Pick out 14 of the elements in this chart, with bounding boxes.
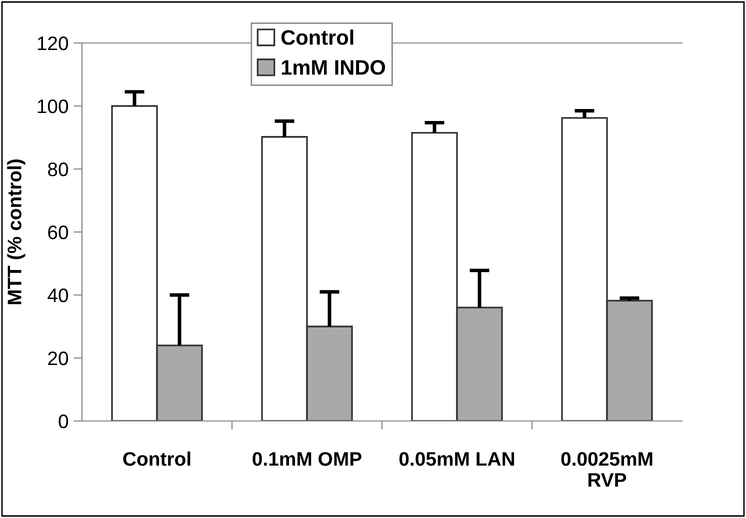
legend-label: Control [281, 30, 354, 45]
x-tick-label: 0.05mM LAN [399, 452, 514, 466]
y-tick-label: 40 [48, 288, 68, 302]
y-tick-label: 60 [48, 225, 68, 240]
y-tick-label: 0 [58, 414, 68, 428]
legend-label: 1mM INDO [282, 60, 386, 75]
x-tick-label: 0.0025mM RVP [561, 452, 652, 487]
y-tick-label: 120 [38, 36, 68, 50]
y-tick-label: 100 [38, 99, 68, 114]
y-axis-title: MTT (% control) [7, 160, 26, 304]
y-tick-label: 80 [48, 162, 68, 176]
x-tick-label: Control [123, 452, 190, 466]
x-tick-label: 0.1mM OMP [252, 452, 362, 466]
y-tick-label: 20 [48, 351, 68, 366]
